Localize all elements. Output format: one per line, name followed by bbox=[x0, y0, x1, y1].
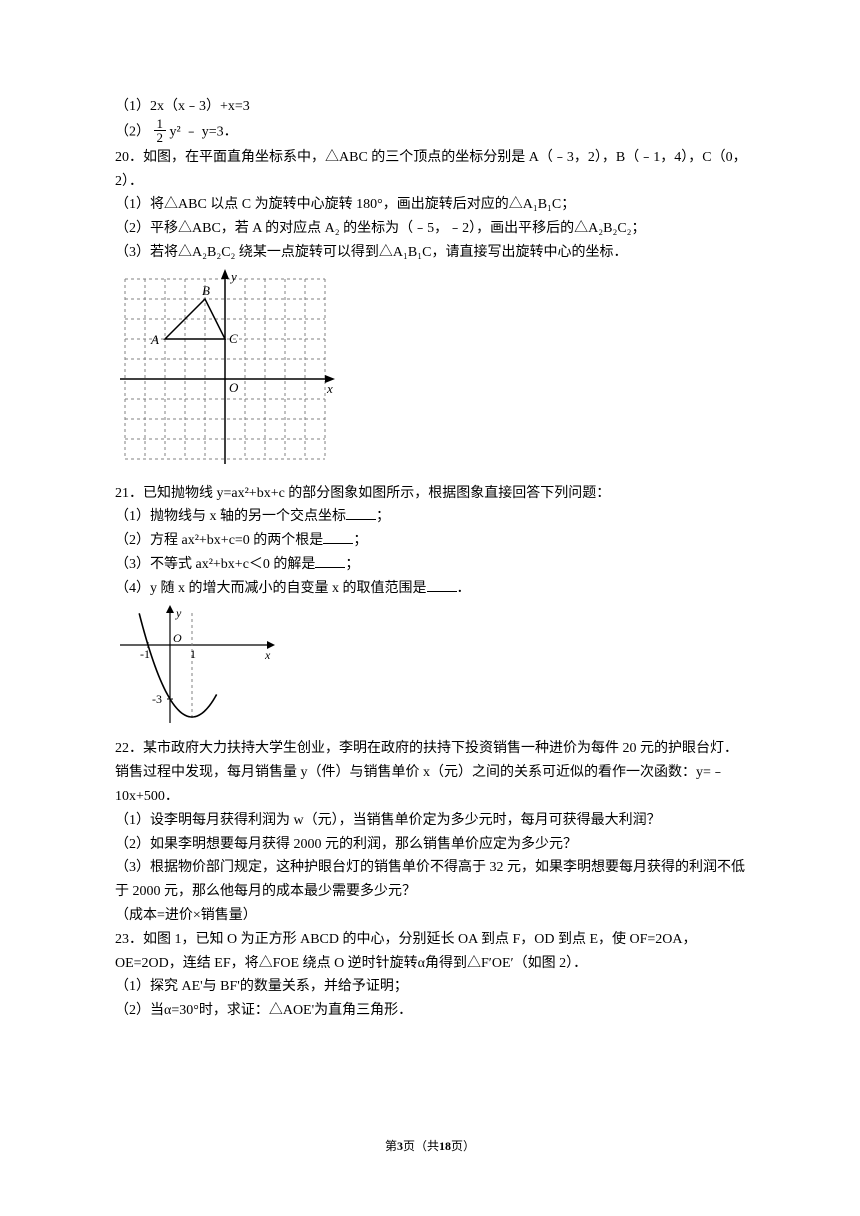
q21-p3-end: ； bbox=[345, 557, 359, 572]
svg-text:1: 1 bbox=[190, 647, 196, 661]
q19-part2: （2） 1 2 y² ﹣ y=3． bbox=[115, 119, 750, 146]
footer-mid: 页（共 bbox=[403, 1139, 439, 1153]
q19-frac: 1 2 bbox=[154, 117, 167, 144]
q21-p1-text: （1）抛物线与 x 轴的另一个交点坐标 bbox=[115, 509, 346, 524]
frac-den: 2 bbox=[154, 131, 167, 144]
page-footer: 第3页（共18页） bbox=[0, 1136, 860, 1156]
q21-p2-text: （2）方程 ax²+bx+c=0 的两个根是 bbox=[115, 533, 323, 548]
q23-p2: （2）当α=30°时，求证：△AOE'为直角三角形． bbox=[115, 999, 750, 1023]
svg-text:y: y bbox=[175, 606, 182, 620]
footer-total: 18 bbox=[439, 1139, 451, 1153]
footer-suffix: 页） bbox=[451, 1139, 475, 1153]
q19-part2-prefix: （2） bbox=[115, 125, 150, 140]
q20-p3: （3）若将△A₂B₂C₂ 绕某一点旋转可以得到△A₁B₁C，请直接写出旋转中心的… bbox=[115, 241, 750, 265]
q21-p4: （4）y 随 x 的增大而减小的自变量 x 的取值范围是 ． bbox=[115, 577, 750, 601]
svg-text:-3: -3 bbox=[152, 692, 162, 706]
svg-text:O: O bbox=[229, 380, 239, 395]
blank bbox=[427, 578, 457, 592]
q21-p1: （1）抛物线与 x 轴的另一个交点坐标 ； bbox=[115, 505, 750, 529]
footer-prefix: 第 bbox=[385, 1139, 397, 1153]
q21-p4-text: （4）y 随 x 的增大而减小的自变量 x 的取值范围是 bbox=[115, 581, 427, 596]
svg-text:A: A bbox=[150, 332, 159, 347]
svg-text:C: C bbox=[229, 331, 238, 346]
svg-text:y: y bbox=[229, 269, 237, 284]
q19-part2-suffix: y² ﹣ y=3． bbox=[170, 125, 238, 140]
q20-intro: 20．如图，在平面直角坐标系中，△ABC 的三个顶点的坐标分别是 A（﹣3，2）… bbox=[115, 146, 750, 194]
frac-num: 1 bbox=[154, 117, 167, 131]
q22-note: （成本=进价×销售量） bbox=[115, 904, 750, 928]
q23-intro: 23．如图 1，已知 O 为正方形 ABCD 的中心，分别延长 OA 到点 F，… bbox=[115, 928, 750, 976]
svg-text:O: O bbox=[173, 631, 182, 645]
q21-figure: Ox y -1 1 -3 bbox=[115, 605, 750, 734]
svg-text:B: B bbox=[202, 283, 210, 298]
blank bbox=[346, 506, 376, 520]
blank bbox=[323, 530, 353, 544]
q21-p3: （3）不等式 ax²+bx+c＜0 的解是 ； bbox=[115, 553, 750, 577]
q19-part1: （1）2x（x﹣3）+x=3 bbox=[115, 95, 750, 119]
blank bbox=[315, 554, 345, 568]
q21-intro: 21．已知抛物线 y=ax²+bx+c 的部分图象如图所示，根据图象直接回答下列… bbox=[115, 482, 750, 506]
svg-text:x: x bbox=[326, 381, 333, 396]
q21-p1-end: ； bbox=[376, 509, 390, 524]
q21-graph-svg: Ox y -1 1 -3 bbox=[115, 605, 285, 725]
q22-p2: （2）如果李明想要每月获得 2000 元的利润，那么销售单价应定为多少元？ bbox=[115, 833, 750, 857]
q20-p2: （2）平移△ABC，若 A 的对应点 A₂ 的坐标为（﹣5，﹣2），画出平移后的… bbox=[115, 217, 750, 241]
q21-p2-end: ； bbox=[353, 533, 367, 548]
q22-p1: （1）设李明每月获得利润为 w（元），当销售单价定为多少元时，每月可获得最大利润… bbox=[115, 809, 750, 833]
q20-grid-svg: Ox y A B C bbox=[115, 269, 335, 469]
q21-p3-text: （3）不等式 ax²+bx+c＜0 的解是 bbox=[115, 557, 315, 572]
q21-p4-end: ． bbox=[457, 581, 471, 596]
q20-figure: Ox y A B C bbox=[115, 269, 750, 478]
q20-p1: （1）将△ABC 以点 C 为旋转中心旋转 180°，画出旋转后对应的△A₁B₁… bbox=[115, 193, 750, 217]
q22-intro: 22．某市政府大力扶持大学生创业，李明在政府的扶持下投资销售一种进价为每件 20… bbox=[115, 737, 750, 808]
q22-p3: （3）根据物价部门规定，这种护眼台灯的销售单价不得高于 32 元，如果李明想要每… bbox=[115, 856, 750, 904]
q21-p2: （2）方程 ax²+bx+c=0 的两个根是 ； bbox=[115, 529, 750, 553]
svg-text:x: x bbox=[264, 648, 271, 662]
q23-p1: （1）探究 AE'与 BF'的数量关系，并给予证明； bbox=[115, 975, 750, 999]
svg-text:-1: -1 bbox=[140, 647, 150, 661]
